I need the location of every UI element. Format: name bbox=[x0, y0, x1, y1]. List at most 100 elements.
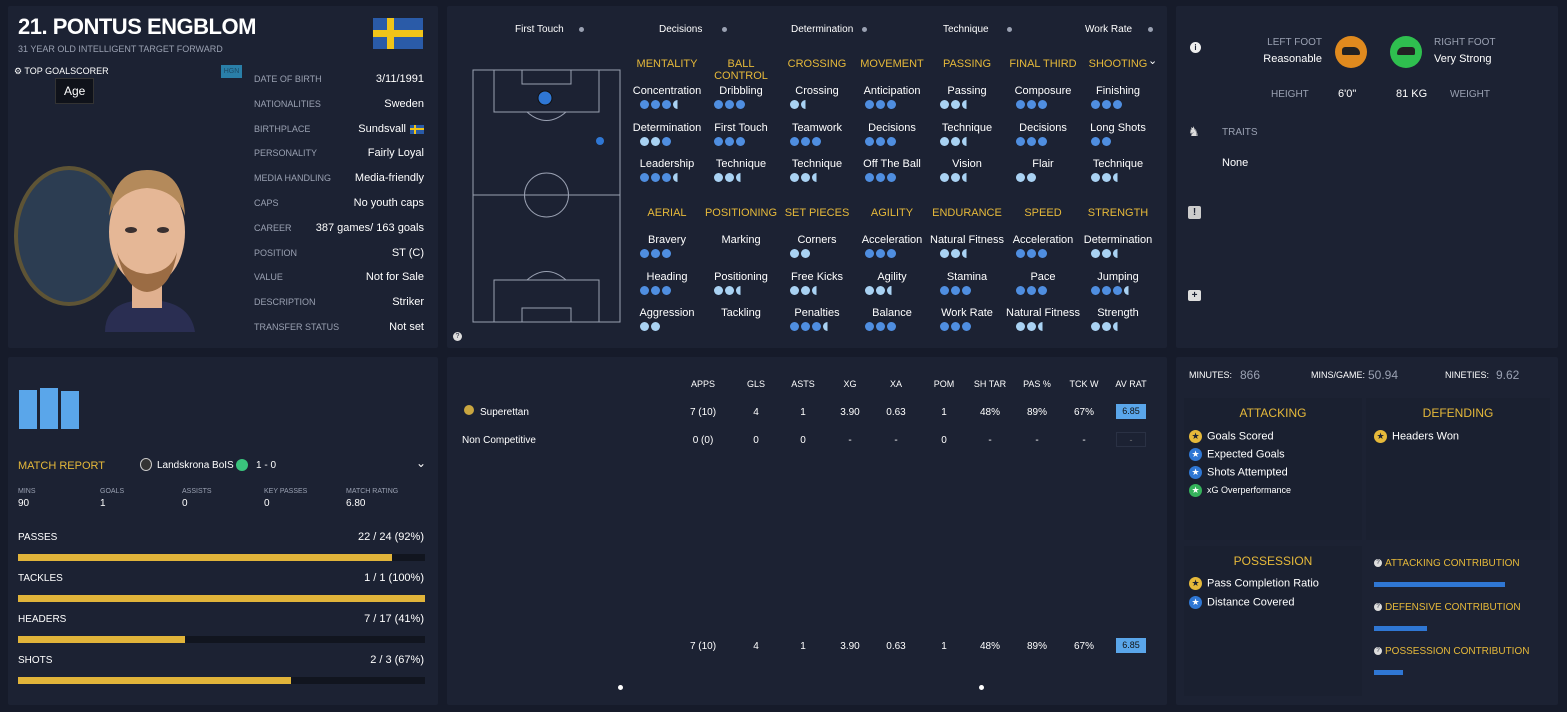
rating-dot bbox=[662, 136, 671, 146]
info-icon[interactable]: i bbox=[1190, 42, 1201, 53]
attribute-group-title[interactable]: AERIAL bbox=[647, 207, 687, 219]
attribute-rating-dots bbox=[790, 136, 821, 147]
detail-row: PERSONALITY Fairly Loyal bbox=[254, 147, 424, 159]
attribute-name: Long Shots bbox=[1090, 121, 1146, 134]
defending-box bbox=[1366, 398, 1550, 540]
attribute-group-title[interactable]: SHOOTING bbox=[1088, 58, 1148, 70]
rating-dot bbox=[1038, 322, 1047, 331]
help-icon[interactable]: ? bbox=[1374, 603, 1382, 612]
nation-flag[interactable] bbox=[373, 18, 423, 49]
rating-dot bbox=[1113, 173, 1122, 182]
match-progress-fill bbox=[18, 677, 291, 684]
stats-column-header[interactable]: AV RAT bbox=[1115, 379, 1147, 389]
rating-dot bbox=[790, 322, 799, 331]
match-report-title[interactable]: MATCH REPORT bbox=[18, 460, 105, 472]
detail-row: VALUE Not for Sale bbox=[254, 271, 424, 283]
defending-title: DEFENDING bbox=[1422, 406, 1494, 420]
rating-dot bbox=[951, 249, 960, 258]
help-icon[interactable]: ? bbox=[453, 332, 462, 341]
star-icon: ★ bbox=[1189, 466, 1202, 479]
attribute-name: Vision bbox=[952, 158, 982, 170]
attribute-name: Flair bbox=[1032, 158, 1054, 170]
attribute-group-title[interactable]: SET PIECES bbox=[784, 207, 850, 219]
warning-icon[interactable]: ! bbox=[1188, 206, 1201, 219]
contribution-label: ? POSSESSION CONTRIBUTION bbox=[1374, 646, 1529, 657]
rating-dot bbox=[1091, 285, 1100, 295]
attribute-group-title[interactable]: PASSING bbox=[942, 58, 992, 70]
chevron-down-icon[interactable]: ⌄ bbox=[1148, 55, 1158, 67]
stats-column-header[interactable]: GLS bbox=[746, 379, 765, 389]
rating-dot bbox=[1027, 136, 1036, 146]
stats-column-header[interactable]: SH TAR bbox=[973, 379, 1007, 389]
detail-value: 387 games/ 163 goals bbox=[315, 221, 424, 234]
traits-icon: ♞ bbox=[1188, 124, 1200, 139]
help-icon[interactable]: ? bbox=[1374, 647, 1382, 656]
attribute-group-title[interactable]: FINAL THIRD bbox=[1009, 58, 1077, 70]
stats-column-header[interactable]: XG bbox=[843, 379, 857, 389]
attribute-group-title[interactable]: STRENGTH bbox=[1087, 207, 1149, 219]
competition-name[interactable]: Non Competitive bbox=[462, 435, 536, 446]
top-goalscorer-badge: ⚙ TOP GOALSCORER bbox=[14, 66, 109, 76]
top-attribute-label: First Touch bbox=[515, 24, 564, 35]
attribute-name: Determination bbox=[632, 121, 702, 134]
competition-name[interactable]: Superettan bbox=[480, 407, 529, 418]
stats-column-header[interactable]: XA bbox=[889, 379, 902, 389]
rating-dot bbox=[640, 136, 649, 146]
detail-row: CAPS No youth caps bbox=[254, 197, 424, 209]
attribute-group-title[interactable]: MENTALITY bbox=[636, 58, 698, 70]
rating-dot bbox=[1113, 285, 1122, 295]
attribute-name: Leadership bbox=[639, 158, 695, 170]
attribute-rating-dots bbox=[640, 249, 671, 259]
contribution-label: ? ATTACKING CONTRIBUTION bbox=[1374, 558, 1520, 569]
match-stat-value: 6.80 bbox=[346, 498, 366, 509]
rating-dot bbox=[736, 285, 745, 295]
attribute-rating-dots bbox=[714, 285, 745, 296]
stats-cell: 4 bbox=[753, 407, 759, 418]
rating-dot bbox=[887, 285, 896, 295]
stats-column-header[interactable]: POM bbox=[933, 379, 955, 389]
attribute-rating-dots bbox=[865, 173, 896, 183]
scroll-indicator-dot[interactable] bbox=[618, 685, 623, 690]
rating-dot bbox=[876, 136, 885, 146]
attribute-rating-dots bbox=[1016, 285, 1047, 296]
attribute-group-title[interactable]: POSITIONING bbox=[704, 207, 778, 219]
attribute-group-title[interactable]: AGILITY bbox=[870, 207, 914, 219]
weight-label: WEIGHT bbox=[1450, 89, 1490, 100]
stats-cell: 0 (0) bbox=[692, 435, 714, 446]
detail-row: NATIONALITIES Sweden bbox=[254, 98, 424, 110]
rating-dot bbox=[1038, 136, 1047, 146]
rating-dot bbox=[801, 136, 810, 146]
stats-column-header[interactable]: TCK W bbox=[1069, 379, 1099, 389]
birthplace-flag bbox=[410, 124, 424, 134]
stats-cell: 1 bbox=[800, 407, 806, 418]
highlight-item: ★ Shots Attempted bbox=[1189, 466, 1288, 479]
rating-dot bbox=[1102, 322, 1111, 331]
scroll-indicator-dot[interactable] bbox=[979, 685, 984, 690]
rating-dot bbox=[1038, 100, 1047, 109]
stats-column-header[interactable]: APPS bbox=[690, 379, 715, 389]
attribute-group-title[interactable]: ENDURANCE bbox=[932, 207, 1002, 219]
help-icon[interactable]: ? bbox=[1374, 559, 1382, 568]
attribute-group-title[interactable]: MOVEMENT bbox=[860, 58, 924, 70]
highlight-item: ★ Headers Won bbox=[1374, 430, 1459, 443]
stats-column-header[interactable]: PAS % bbox=[1023, 379, 1051, 389]
attribute-group-title[interactable]: CROSSING bbox=[787, 58, 847, 70]
match-progress-bar bbox=[18, 636, 425, 643]
rating-dot bbox=[1016, 100, 1025, 109]
rating-dot bbox=[651, 100, 660, 109]
rating-dot bbox=[951, 136, 960, 146]
stats-cell: 89% bbox=[1026, 407, 1047, 418]
rating-dot bbox=[1016, 173, 1025, 182]
rating-dot bbox=[714, 173, 723, 182]
chevron-down-icon[interactable]: ⌄ bbox=[416, 456, 427, 470]
attribute-group-title[interactable]: SPEED bbox=[1024, 207, 1062, 219]
attribute-rating-dots bbox=[865, 100, 896, 110]
rating-dot bbox=[651, 285, 660, 295]
rating-dot bbox=[940, 285, 949, 295]
medical-icon[interactable]: + bbox=[1188, 290, 1201, 301]
highlight-label: xG Overperformance bbox=[1207, 484, 1292, 495]
match-stat-value: 1 bbox=[100, 498, 106, 509]
attribute-group-title[interactable]: BALL CONTROL bbox=[714, 58, 768, 82]
stats-column-header[interactable]: ASTS bbox=[791, 379, 815, 389]
attribute-rating-dots bbox=[1016, 249, 1047, 259]
